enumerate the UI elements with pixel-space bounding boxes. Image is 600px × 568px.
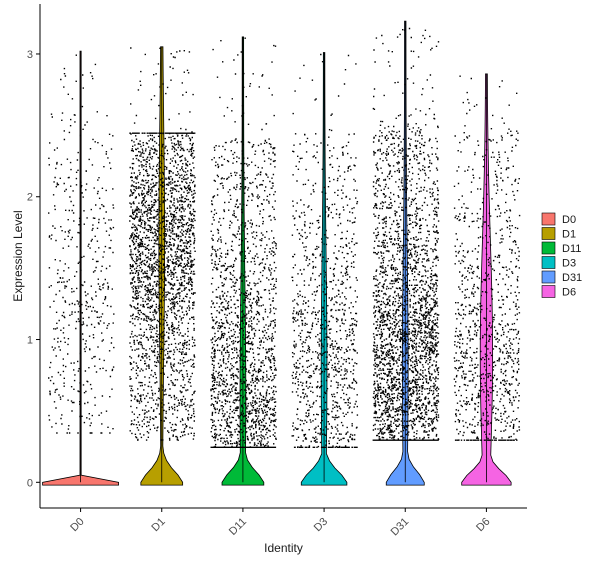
points-d11 [210,37,277,448]
legend-key-d6 [541,285,556,298]
x-tick-label: D31 [389,516,412,539]
points-d3 [291,53,359,449]
legend-label-d31: D31 [562,272,582,284]
x-ticks: D0 D1 D11 D3 D31 D6 [68,508,493,539]
y-tick-label: 1 [27,335,33,347]
legend-key-d3 [541,256,556,269]
legend-key-d0 [541,212,556,226]
legend-label-d3: D3 [562,258,576,270]
x-tick-label: D6 [474,516,492,534]
legend-label-d1: D1 [562,229,576,241]
legend-label-d11: D11 [562,243,581,255]
y-tick-label: 2 [27,192,33,204]
points-layer [48,27,521,449]
legend-label-d0: D0 [562,214,576,226]
y-ticks: 0 1 2 3 [27,49,40,489]
legend: D0 D1 D11 D3 D31 D6 [541,212,582,299]
legend-key-d1 [541,227,556,240]
points-d31 [372,27,440,441]
x-axis-title: Identity [264,541,303,555]
x-tick-label: D11 [227,516,249,538]
y-axis-title: Expression Level [11,210,25,301]
x-tick-label: D1 [149,516,167,534]
y-tick-label: 0 [27,477,33,489]
axes [39,4,527,509]
legend-label-d6: D6 [562,287,576,299]
y-tick-label: 3 [27,49,33,61]
points-d1 [129,47,196,441]
x-tick-label: D0 [68,516,86,534]
x-tick-label: D3 [312,516,330,534]
legend-key-d31 [541,270,556,284]
legend-key-d11 [541,241,556,255]
